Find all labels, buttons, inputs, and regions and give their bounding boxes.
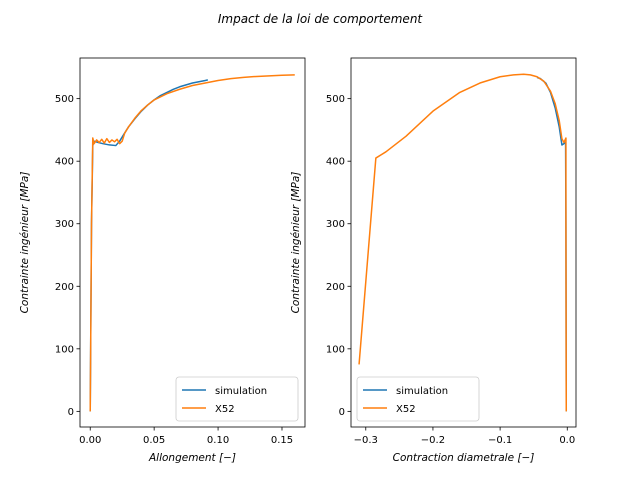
y-tick-label: 200 <box>55 282 74 293</box>
legend-label-x52: X52 <box>215 404 235 415</box>
y-tick-label: 0 <box>339 407 345 418</box>
x-tick-label: 0.10 <box>207 435 229 446</box>
legend-box <box>175 376 299 422</box>
y-tick-label: 100 <box>326 344 345 355</box>
legend: simulation X52 <box>356 376 480 422</box>
legend-label-simulation: simulation <box>215 386 267 397</box>
series-line-x52 <box>358 73 568 412</box>
x-axis-label: Allongement [−] <box>148 452 236 464</box>
y-tick-label: 400 <box>55 157 74 168</box>
legend-box <box>356 376 480 422</box>
legend-label-simulation: simulation <box>396 386 448 397</box>
y-tick-label: 300 <box>55 219 74 230</box>
y-tick-label: 500 <box>326 94 345 105</box>
series-line-x52 <box>89 74 295 412</box>
x-tick-label: −0.2 <box>421 435 445 446</box>
x-tick-label: 0.15 <box>271 435 293 446</box>
panel-left: 0.00 0.05 0.10 0.15 0 100 200 300 400 500 Allongem… <box>19 57 306 464</box>
y-tick-label: 200 <box>326 282 345 293</box>
x-tick-label: −0.1 <box>488 435 512 446</box>
panel-right: −0.3 −0.2 −0.1 0.0 0 100 200 300 400 500 Contracti… <box>290 57 577 464</box>
series-line-simulation <box>89 79 209 412</box>
figure-title: Impact de la loi de comportement <box>218 12 424 26</box>
x-tick-label: 0.05 <box>143 435 165 446</box>
y-axis-label: Contrainte ingénieur [MPa] <box>19 172 31 314</box>
x-tick-label: −0.3 <box>354 435 378 446</box>
y-tick-label: 400 <box>326 157 345 168</box>
x-axis-label: Contraction diametrale [−] <box>393 452 535 464</box>
y-axis-label: Contrainte ingénieur [MPa] <box>290 172 302 314</box>
y-tick-label: 0 <box>68 407 74 418</box>
y-tick-label: 100 <box>55 344 74 355</box>
legend: simulation X52 <box>175 376 299 422</box>
y-tick-label: 500 <box>55 94 74 105</box>
axes-frame <box>350 57 577 428</box>
series-line-simulation <box>536 76 568 412</box>
axes-frame <box>79 57 306 428</box>
legend-label-x52: X52 <box>396 404 416 415</box>
x-tick-label: 0.00 <box>79 435 101 446</box>
x-tick-label: 0.0 <box>559 435 575 446</box>
y-tick-label: 300 <box>326 219 345 230</box>
